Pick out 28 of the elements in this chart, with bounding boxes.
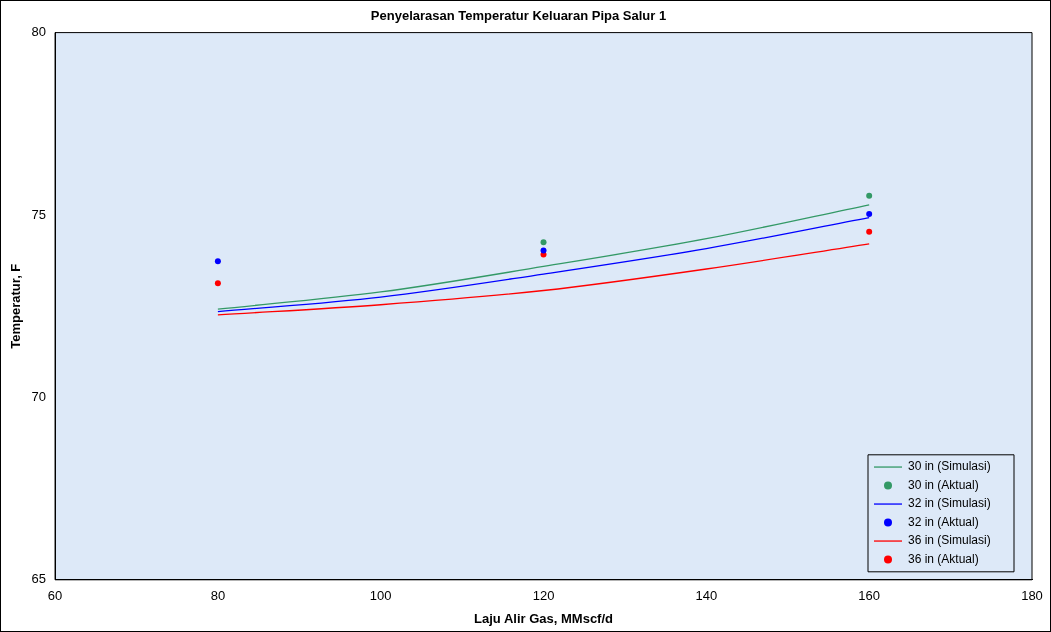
point — [866, 192, 873, 199]
y-axis-title: Temperatur, F — [8, 263, 24, 349]
legend-label: 30 in (Simulasi) — [908, 459, 991, 474]
point — [540, 247, 547, 254]
x-axis-title: Laju Alir Gas, MMscf/d — [474, 610, 614, 626]
y-tick-label: 65 — [31, 571, 47, 587]
x-tick-label: 180 — [1021, 588, 1043, 604]
point — [214, 280, 221, 287]
legend-label: 36 in (Simulasi) — [908, 533, 991, 548]
legend-label: 36 in (Aktual) — [908, 551, 979, 566]
x-tick-label: 160 — [858, 588, 881, 604]
legend-label: 32 in (Simulasi) — [908, 496, 991, 511]
x-tick-label: 100 — [369, 588, 392, 604]
line-series — [217, 243, 870, 316]
point — [866, 210, 873, 217]
x-tick-label: 60 — [47, 588, 63, 604]
point — [866, 228, 873, 235]
chart-title: Penyelarasan Temperatur Keluaran Pipa Salur 1 — [370, 8, 667, 24]
legend-label: 30 in (Aktual) — [908, 477, 979, 492]
x-tick-label: 140 — [695, 588, 718, 604]
y-tick-label: 80 — [31, 24, 47, 40]
legend-label: 32 in (Aktual) — [908, 514, 979, 529]
point — [214, 258, 221, 265]
x-tick-label: 120 — [532, 588, 555, 604]
y-tick-label: 70 — [31, 388, 47, 404]
point — [540, 239, 547, 246]
y-tick-label: 75 — [31, 206, 47, 222]
x-tick-label: 80 — [210, 588, 226, 604]
